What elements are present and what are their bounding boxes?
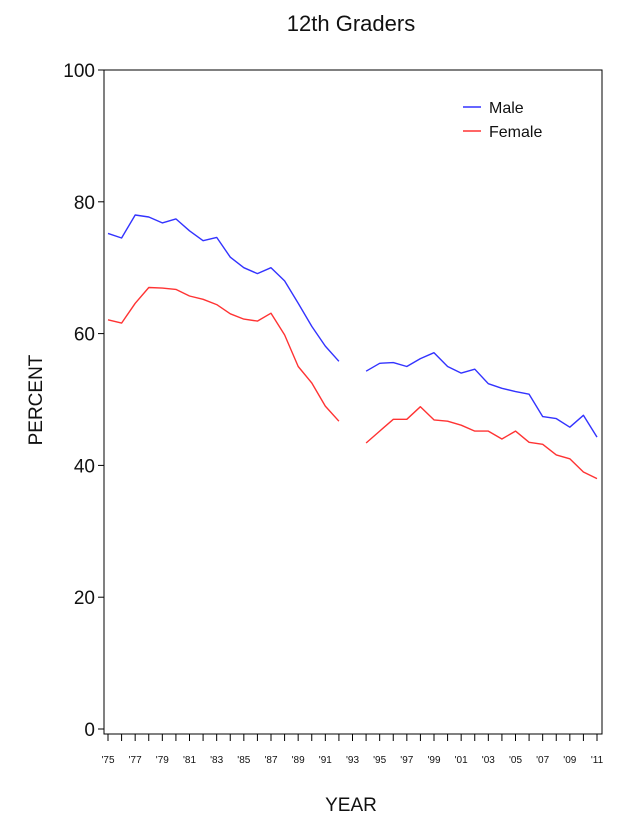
y-tick-label: 40 (74, 456, 95, 477)
x-tick-label: '09 (563, 755, 576, 766)
x-tick-label: '89 (292, 755, 305, 766)
x-tick-label: '11 (591, 755, 604, 766)
x-tick-label: '97 (400, 755, 413, 766)
legend: Male Female (463, 100, 542, 141)
y-tick-label: 80 (74, 193, 95, 214)
series-female (107, 286, 598, 480)
y-tick-label: 0 (84, 720, 95, 741)
x-tick-label: '07 (536, 755, 549, 766)
y-tick-label: 20 (74, 588, 95, 609)
legend-label-male: Male (489, 100, 524, 117)
x-tick-label: '85 (237, 755, 250, 766)
series-line-male (365, 352, 598, 438)
x-tick-label: '91 (319, 755, 332, 766)
x-tick-label: '87 (264, 755, 277, 766)
x-tick-label: '79 (156, 755, 169, 766)
x-tick-label: '01 (455, 755, 468, 766)
plot-frame (103, 69, 603, 735)
x-tick-label: '95 (373, 755, 386, 766)
x-tick-label: '03 (482, 755, 495, 766)
x-tick-label: '77 (129, 755, 142, 766)
x-axis-title: YEAR (325, 795, 377, 816)
series-line-male (107, 214, 340, 362)
x-tick-label: '83 (210, 755, 223, 766)
series-layer (107, 214, 598, 480)
y-tick-label: 60 (74, 325, 95, 346)
legend-label-female: Female (489, 124, 542, 141)
series-male (107, 214, 598, 438)
x-tick-label: '75 (101, 755, 114, 766)
y-axis: 0 20 40 60 80 100 (63, 61, 104, 741)
y-axis-title: PERCENT (26, 354, 47, 445)
y-tick-label: 100 (63, 61, 95, 82)
x-tick-label: '81 (183, 755, 196, 766)
chart-title: 12th Graders (287, 11, 415, 36)
series-line-female (107, 286, 340, 422)
x-tick-label: '99 (427, 755, 440, 766)
x-axis: '75 '77 '79 '81 '83 '85 '87 '89 '91 '93 '95 '97 '99 '… (101, 734, 604, 766)
x-tick-label: '05 (509, 755, 522, 766)
series-line-female (365, 406, 598, 480)
x-tick-label: '93 (346, 755, 359, 766)
